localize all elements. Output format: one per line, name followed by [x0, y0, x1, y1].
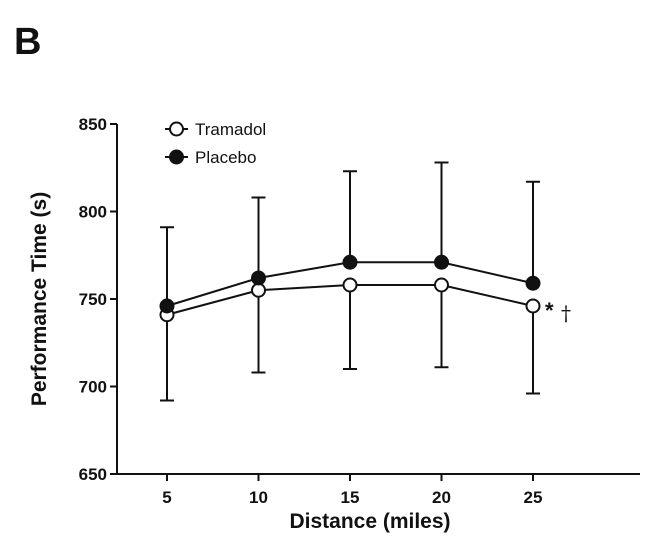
x-tick-label: 20 — [432, 488, 451, 507]
point-placebo — [251, 270, 266, 286]
y-axis-title: Performance Time (s) — [28, 192, 51, 406]
data-markers — [159, 254, 541, 323]
y-tick-label: 650 — [79, 465, 107, 484]
annotations: * † — [545, 298, 571, 325]
point-tramadol — [342, 277, 358, 293]
y-tick-label: 700 — [79, 378, 107, 397]
y-tick-label: 750 — [79, 290, 107, 309]
legend-label-placebo: Placebo — [195, 148, 256, 167]
x-axis-title: Distance (miles) — [289, 510, 450, 533]
legend-marker-placebo — [169, 149, 184, 165]
legend-marker-tramadol — [169, 121, 184, 137]
point-tramadol — [251, 282, 266, 298]
x-tick-label: 25 — [524, 488, 543, 507]
y-tick-label: 800 — [79, 203, 107, 222]
point-placebo — [159, 298, 175, 314]
error-bars — [160, 161, 540, 402]
legend-label-tramadol: Tramadol — [195, 120, 266, 139]
x-tick-label: 10 — [249, 488, 268, 507]
significance-dagger: † — [561, 301, 571, 325]
point-placebo — [525, 275, 541, 291]
axes: 650 700 750 800 850 5 10 15 20 25 — [79, 115, 640, 507]
y-tick-label: 850 — [79, 115, 107, 134]
point-tramadol — [525, 298, 541, 314]
panel-label: B — [14, 21, 41, 63]
point-placebo — [434, 254, 449, 270]
x-tick-label: 15 — [341, 488, 360, 507]
significance-asterisk: * — [545, 298, 554, 323]
point-placebo — [342, 254, 358, 270]
point-tramadol — [434, 277, 449, 293]
legend: Tramadol Placebo — [165, 120, 266, 167]
x-tick-label: 5 — [162, 488, 171, 507]
